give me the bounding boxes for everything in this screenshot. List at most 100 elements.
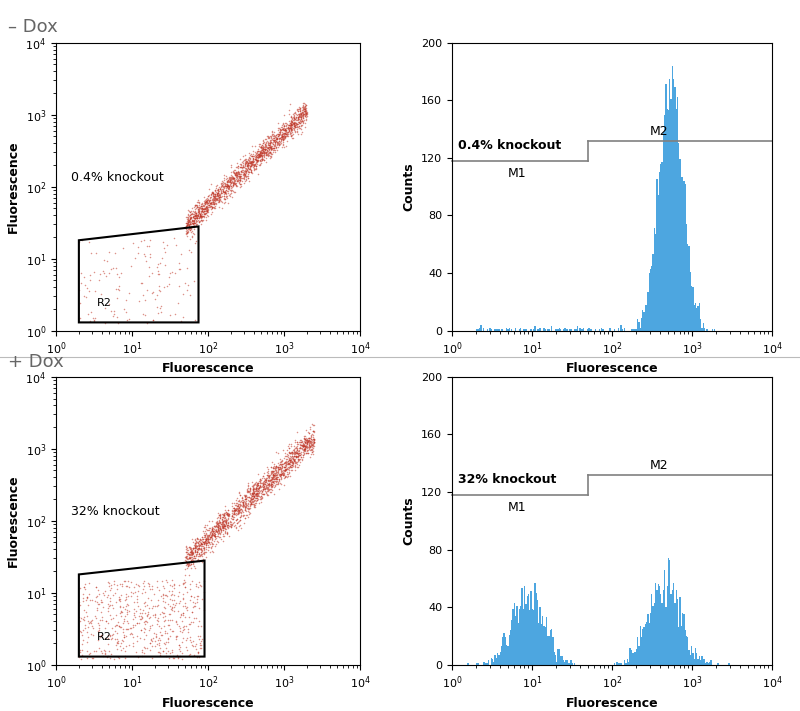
Point [218,188,230,200]
Point [218,186,230,198]
Point [273,139,286,151]
Point [297,109,310,121]
Point [159,589,172,601]
Point [212,188,225,200]
Point [242,497,254,508]
Point [274,454,286,465]
Bar [622,329,623,331]
Point [112,620,125,631]
Point [187,216,200,228]
Point [290,447,302,458]
Point [234,501,246,512]
Point [93,589,106,600]
Point [190,538,202,549]
Point [247,491,260,502]
Point [200,203,213,214]
Point [174,646,187,657]
Point [272,475,285,486]
Point [288,122,301,133]
Point [267,474,280,485]
Point [270,465,282,476]
Point [293,454,306,465]
Bar [691,286,692,331]
Point [192,213,205,224]
Point [299,100,312,112]
Point [278,472,290,483]
Point [274,459,286,470]
Point [253,145,266,156]
Point [191,209,204,220]
Point [102,651,114,662]
Point [235,166,248,177]
Point [182,552,195,564]
Point [246,487,259,498]
Point [259,148,272,159]
Point [182,224,195,235]
Point [183,215,196,227]
Point [230,500,243,511]
Point [227,177,240,188]
Point [282,458,294,469]
Point [114,601,126,612]
Point [254,141,267,153]
Point [131,652,144,663]
Point [184,208,197,220]
Point [270,473,283,484]
Point [265,147,278,159]
Point [178,611,191,623]
Point [255,149,268,160]
Point [180,552,193,563]
Point [270,447,282,458]
Point [242,152,255,164]
Point [180,221,193,232]
Point [181,563,194,574]
Point [294,111,307,122]
Point [262,147,274,159]
Point [137,604,150,616]
Point [215,525,228,537]
Point [74,277,87,289]
Point [190,201,203,212]
Point [242,486,254,497]
Point [266,146,279,158]
Point [274,466,287,478]
Bar [691,646,692,665]
Point [206,202,218,213]
Point [284,98,297,109]
Point [272,131,285,142]
Bar [679,597,681,665]
Point [230,513,243,525]
Point [185,551,198,562]
Point [262,137,275,149]
Point [292,128,305,139]
Point [193,201,206,212]
Point [257,144,270,155]
Point [224,188,237,199]
Point [207,529,220,540]
Point [158,607,170,619]
Point [250,483,262,494]
Point [194,546,207,557]
Point [257,143,270,154]
Point [229,176,242,187]
Point [304,432,317,444]
Point [260,146,273,157]
Point [217,186,230,198]
Point [298,443,310,454]
Point [232,499,245,510]
Point [199,201,212,213]
Point [204,201,217,213]
Point [274,131,287,142]
Point [265,474,278,486]
Point [108,626,121,637]
Point [209,203,222,214]
Point [192,545,205,556]
Point [265,478,278,489]
Point [94,594,107,605]
Point [224,513,237,524]
Point [188,237,201,248]
Point [251,488,264,499]
Point [213,191,226,203]
Point [186,542,199,554]
Point [284,455,297,466]
